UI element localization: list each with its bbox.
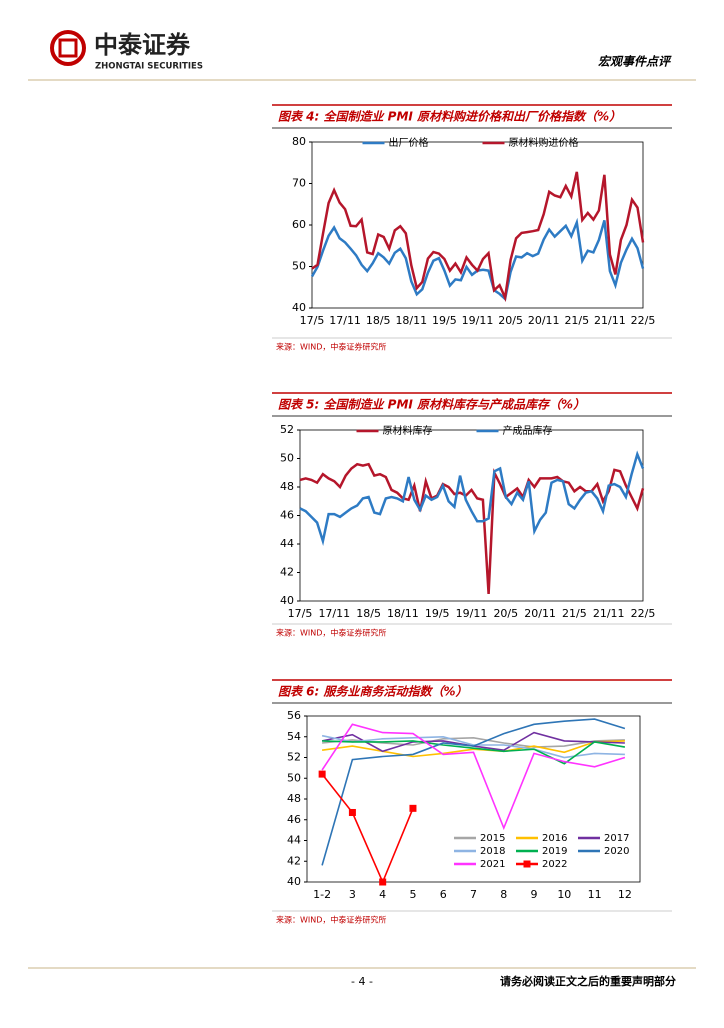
y-tick-label: 48 [287,792,301,805]
chart-title: 图表 6: 服务业商务活动指数（%） [278,685,468,699]
x-tick-label: 9 [531,888,538,901]
legend-label: 2017 [604,833,629,844]
x-tick-label: 17/5 [300,314,325,327]
legend-label: 2021 [480,859,505,870]
series-line [321,723,626,831]
x-tick-label: 20/11 [528,314,560,327]
x-tick-label: 18/11 [395,314,427,327]
legend-label: 出厂价格 [389,136,429,149]
report-type: 宏观事件点评 [598,55,672,69]
legend-label: 2015 [480,833,505,844]
y-tick-label: 50 [292,260,306,273]
logo: 中泰证券 ZHONGTAI SECURITIES [50,30,203,72]
logo-ring [50,30,86,66]
point-marker [318,770,326,778]
x-tick-label: 7 [470,888,477,901]
x-tick-label: 10 [557,888,571,901]
point-marker [379,878,387,886]
source-note: 来源：WIND，中泰证券研究所 [276,628,386,638]
company-name-en: ZHONGTAI SECURITIES [95,62,203,72]
x-tick-label: 19/11 [462,314,494,327]
y-tick-label: 40 [292,301,306,314]
x-tick-label: 5 [409,888,416,901]
series-line [321,740,625,758]
y-tick-label: 80 [292,135,306,148]
x-tick-label: 8 [500,888,507,901]
series-line [311,171,645,303]
legend-marker [523,860,531,868]
legend-label: 原材料购进价格 [509,136,579,149]
series-line [310,217,645,302]
x-tick-label: 12 [618,888,632,901]
x-tick-label: 6 [440,888,447,901]
x-tick-label: 17/11 [318,607,350,620]
y-tick-label: 54 [287,730,301,743]
y-tick-label: 50 [287,771,301,784]
point-marker [409,804,417,812]
point-marker [348,808,356,816]
x-tick-label: 20/5 [493,607,518,620]
y-tick-label: 40 [287,875,301,888]
series-line [299,450,645,547]
x-tick-label: 17/5 [288,607,313,620]
y-tick-label: 44 [280,537,294,550]
legend-label: 2020 [604,846,629,857]
y-tick-label: 52 [287,751,301,764]
y-tick-label: 46 [287,813,301,826]
x-tick-label: 22/5 [631,314,656,327]
x-tick-label: 17/11 [329,314,361,327]
x-tick-label: 22/5 [631,607,656,620]
company-name: 中泰证券 [94,31,191,59]
x-tick-label: 19/5 [432,314,457,327]
chart-title: 图表 4: 全国制造业 PMI 原材料购进价格和出厂价格指数（%） [278,110,621,124]
legend-label: 原材料库存 [383,424,433,437]
series-line [322,740,626,765]
y-tick-label: 40 [280,594,294,607]
x-tick-label: 1-2 [313,888,331,901]
x-tick-label: 18/5 [356,607,381,620]
disclaimer: 请务必阅读正文之后的重要声明部分 [500,974,676,988]
x-tick-label: 19/11 [456,607,488,620]
y-tick-label: 50 [280,452,294,465]
logo-mark [58,38,78,58]
x-tick-label: 21/5 [564,314,589,327]
y-tick-label: 42 [280,566,294,579]
x-tick-label: 18/11 [387,607,419,620]
legend-label: 2016 [542,833,567,844]
y-tick-label: 70 [292,177,306,190]
x-tick-label: 20/11 [524,607,556,620]
series-line [321,718,626,866]
series-line [299,462,645,594]
y-tick-label: 56 [287,709,301,722]
y-tick-label: 60 [292,218,306,231]
y-tick-label: 46 [280,509,294,522]
y-tick-label: 44 [287,834,301,847]
y-tick-label: 52 [280,423,294,436]
x-tick-label: 21/11 [593,607,625,620]
x-tick-label: 11 [588,888,602,901]
source-note: 来源：WIND，中泰证券研究所 [276,342,386,352]
x-tick-label: 4 [379,888,386,901]
chart-title: 图表 5: 全国制造业 PMI 原材料库存与产成品库存（%） [278,398,585,412]
legend-label: 产成品库存 [503,424,553,437]
legend-label: 2018 [480,846,505,857]
series-line [321,773,414,885]
y-tick-label: 42 [287,854,301,867]
x-tick-label: 21/5 [562,607,587,620]
x-tick-label: 20/5 [498,314,523,327]
y-tick-label: 48 [280,480,294,493]
x-tick-label: 21/11 [594,314,626,327]
x-tick-label: 18/5 [366,314,391,327]
x-tick-label: 19/5 [425,607,450,620]
page-number: - 4 - [351,975,373,988]
plot-frame [299,429,644,602]
source-note: 来源：WIND，中泰证券研究所 [276,915,386,925]
legend-label: 2022 [542,859,567,870]
legend-label: 2019 [542,846,567,857]
x-tick-label: 3 [349,888,356,901]
